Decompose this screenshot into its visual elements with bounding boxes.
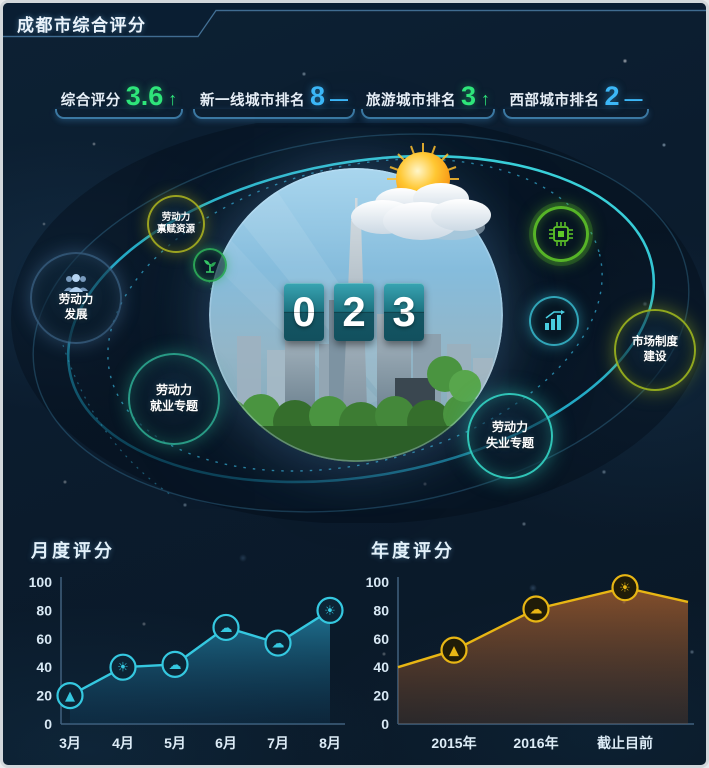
x-category-label: 3月 <box>59 735 81 751</box>
x-category-label: 7月 <box>267 735 289 751</box>
x-category-label: 5月 <box>164 735 186 751</box>
bar-growth-icon[interactable] <box>529 296 579 346</box>
bubble-labor-development[interactable]: 劳动力 发展 <box>30 252 122 344</box>
people-icon <box>64 274 88 293</box>
chart-point[interactable] <box>611 574 639 602</box>
score-counter: 0 2 3 <box>284 283 424 341</box>
area-fill <box>70 610 330 724</box>
x-category-label: 6月 <box>215 735 237 751</box>
x-category-label: 截止目前 <box>597 735 653 751</box>
stat-new-first-tier-rank: 新一线城市排名 8 — <box>193 83 355 119</box>
y-tick-label: 20 <box>373 688 389 704</box>
cloud-icon: ☁ <box>530 602 543 617</box>
stat-underline-bracket <box>55 109 183 119</box>
counter-digit: 3 <box>392 288 416 335</box>
stat-label: 西部城市排名 <box>509 93 600 109</box>
bubble-labor-unemployment[interactable]: 劳动力 失业专题 <box>467 393 553 479</box>
chart-point[interactable] <box>109 653 137 681</box>
counter-digit: 0 <box>292 288 316 335</box>
bubble-label: 劳动力 <box>491 420 528 435</box>
stat-underline-bracket <box>361 109 495 119</box>
bubble-labor-endowment[interactable]: 劳动力 禀赋资源 <box>147 195 205 253</box>
mountain-icon: ▲ <box>65 689 75 704</box>
stat-overall-score: 综合评分 3.6 ↑ <box>55 83 183 119</box>
y-tick-label: 20 <box>36 688 52 704</box>
counter-digit-box: 3 <box>384 283 424 341</box>
header-panel <box>3 3 706 38</box>
yearly-chart-title: 年度评分 <box>371 541 455 561</box>
bubble-market-system[interactable]: 市场制度 建设 <box>614 309 696 391</box>
yearly-score-chart: 0 20 40 60 80 100 ▲ ☁ ☀ 2015年 2016年 截止目前 <box>366 574 694 751</box>
x-category-label: 8月 <box>319 735 341 751</box>
stat-label: 综合评分 <box>60 93 121 109</box>
bubble-label: 劳动力 <box>58 294 94 307</box>
cloud-icon: ☁ <box>220 621 233 636</box>
bubble-label: 建设 <box>643 351 667 363</box>
x-category-label: 2016年 <box>513 735 558 751</box>
chart-point[interactable] <box>522 595 550 623</box>
counter-digit: 2 <box>342 288 366 335</box>
page-title: 成都市综合评分 <box>17 16 147 35</box>
chip-icon[interactable] <box>533 206 589 262</box>
bubble-label: 发展 <box>64 309 88 321</box>
monthly-score-chart: 0 20 40 60 80 100 ▲ ☀ ☁ ☁ ☁ ☀ 3月 4月 5月 6月 7月 8月 <box>29 574 345 751</box>
sun-with-clouds-icon <box>351 143 491 240</box>
x-category-label: 4月 <box>112 735 134 751</box>
sun-icon: ☀ <box>117 661 129 676</box>
trend-flat-icon: — <box>624 89 643 109</box>
y-tick-label: 60 <box>36 631 52 647</box>
chart-point[interactable] <box>440 636 468 664</box>
y-tick-label: 40 <box>36 659 52 675</box>
counter-digit-box: 0 <box>284 283 324 341</box>
trend-up-icon: ↑ <box>481 89 491 109</box>
bubble-label: 劳动力 <box>155 383 192 398</box>
chart-point[interactable] <box>56 682 84 710</box>
chart-point[interactable] <box>212 613 240 642</box>
y-tick-label: 0 <box>381 716 389 732</box>
y-tick-label: 80 <box>373 602 389 618</box>
mountain-icon: ▲ <box>449 644 459 659</box>
bubble-label: 就业专题 <box>149 399 198 413</box>
sun-icon: ☀ <box>619 581 631 596</box>
x-category-label: 2015年 <box>431 735 476 751</box>
sprout-icon[interactable] <box>193 248 227 282</box>
stat-western-city-rank: 西部城市排名 2 — <box>503 83 649 119</box>
stat-underline-bracket <box>503 109 649 119</box>
chart-point[interactable] <box>161 650 189 678</box>
chart-point[interactable] <box>316 596 344 625</box>
trend-up-icon: ↑ <box>168 89 178 109</box>
monthly-chart-title: 月度评分 <box>31 541 115 561</box>
bubble-label: 劳动力 <box>161 211 191 223</box>
stat-underline-bracket <box>193 109 355 119</box>
stat-label: 新一线城市排名 <box>199 93 305 109</box>
area-fill <box>398 587 688 724</box>
orbit-scene: 0 2 3 劳动力 禀赋资源 劳动力 发展 <box>3 123 706 523</box>
cloud-icon: ☁ <box>272 637 285 652</box>
trend-flat-icon: — <box>330 89 349 109</box>
sun-icon: ☀ <box>324 604 336 619</box>
y-tick-label: 100 <box>29 574 53 590</box>
stat-tourism-city-rank: 旅游城市排名 3 ↑ <box>361 83 495 119</box>
chart-point[interactable] <box>264 629 292 657</box>
y-tick-label: 0 <box>44 716 52 732</box>
bubble-label: 禀赋资源 <box>156 224 195 235</box>
stat-label: 旅游城市排名 <box>365 93 456 109</box>
y-tick-label: 80 <box>36 602 52 618</box>
stat-value: 3.6 <box>125 81 164 111</box>
stat-value: 2 <box>604 81 620 111</box>
y-tick-label: 40 <box>373 659 389 675</box>
y-tick-label: 60 <box>373 631 389 647</box>
bubble-label: 失业专题 <box>485 436 534 450</box>
stat-value: 3 <box>460 81 477 111</box>
counter-digit-box: 2 <box>334 283 374 341</box>
cloud-icon: ☁ <box>169 658 182 673</box>
y-tick-label: 100 <box>366 574 390 590</box>
bubble-label: 市场制度 <box>632 336 678 349</box>
stat-value: 8 <box>309 81 326 111</box>
bubble-labor-employment[interactable]: 劳动力 就业专题 <box>128 353 220 445</box>
